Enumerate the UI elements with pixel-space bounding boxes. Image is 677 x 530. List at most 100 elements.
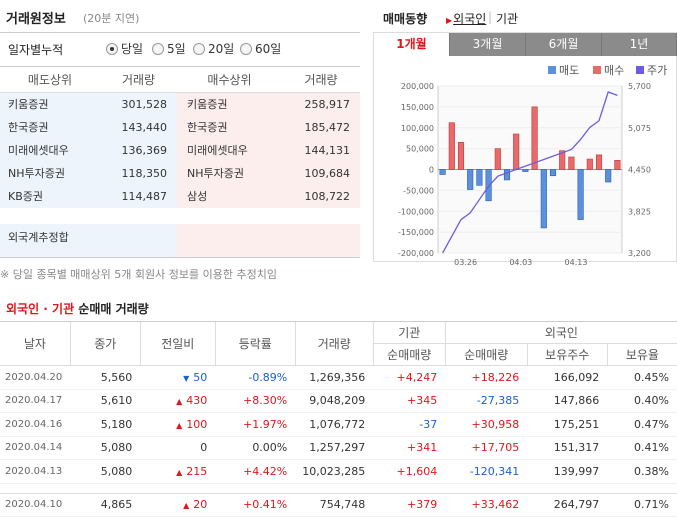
buy-broker-name[interactable]: 키움증권 xyxy=(177,92,282,116)
buy-broker-name[interactable]: 삼성 xyxy=(177,184,282,208)
radio-today[interactable]: 당일 xyxy=(106,40,143,57)
radio-20day[interactable]: 20일 xyxy=(193,40,234,57)
legend-label: 매도 xyxy=(559,64,580,77)
row-volume: 1,257,297 xyxy=(295,436,374,460)
row-foreign-hold: 175,251 xyxy=(527,412,608,437)
sell-broker-volume: 301,528 xyxy=(100,92,177,116)
table-row: 2020.04.20 5,560 ▼ 50 -0.89% 1,269,356 +4,247 +… xyxy=(0,365,677,390)
row-close: 5,610 xyxy=(70,389,141,413)
row-change-value: 430 xyxy=(186,394,208,408)
legend-label: 매수 xyxy=(604,64,625,77)
buy-broker-volume: 109,684 xyxy=(282,161,360,185)
tab-foreign[interactable]: ▶외국인 xyxy=(446,10,486,27)
row-inst-net: +379 xyxy=(373,493,446,517)
row-inst-net: +341 xyxy=(373,436,446,460)
buy-bar xyxy=(586,158,593,170)
row-volume: 754,748 xyxy=(295,493,374,517)
row-foreign-ratio: 0.71% xyxy=(607,493,677,517)
up-arrow-icon: ▲ xyxy=(176,420,183,430)
row-foreign-net: +17,705 xyxy=(445,436,528,460)
price-line xyxy=(442,91,618,254)
row-close: 5,080 xyxy=(70,459,141,484)
radio-dot xyxy=(152,42,164,55)
row-inst-net: +4,247 xyxy=(373,365,446,390)
tab-institution[interactable]: 기관 xyxy=(496,12,519,26)
period-tab-6m[interactable]: 6개월 xyxy=(526,33,602,56)
row-foreign-net: -120,341 xyxy=(445,459,528,484)
row-change-value: 20 xyxy=(193,498,208,512)
sell-bar xyxy=(485,169,492,202)
header-inst-net: 순매매량 xyxy=(372,343,446,366)
y-tick-left: 0 xyxy=(429,166,434,175)
sell-bar xyxy=(439,169,446,175)
buy-bar xyxy=(457,142,465,170)
row-date: 2020.04.13 xyxy=(0,459,71,484)
y-tick-left: 150,000 xyxy=(401,103,434,112)
header-foreign: 외국인 xyxy=(444,321,677,344)
period-tab-1m[interactable]: 1개월 xyxy=(374,33,450,56)
sell-broker-volume: 136,369 xyxy=(100,138,177,162)
buy-broker-name[interactable]: 한국증권 xyxy=(177,115,282,139)
sell-broker-name[interactable]: 미래에셋대우 xyxy=(0,138,100,162)
sell-bar xyxy=(540,169,547,229)
sell-broker-name[interactable]: NH투자증권 xyxy=(0,161,100,185)
sell-broker-name[interactable]: KB증권 xyxy=(0,184,100,208)
row-change-value: 100 xyxy=(186,417,208,431)
y-tick-right: 4,450 xyxy=(628,166,651,175)
sell-bar xyxy=(549,169,557,177)
header-buy-top: 매수상위 xyxy=(177,66,282,93)
row-volume: 10,023,285 xyxy=(295,459,374,484)
row-change: ▲ 100 xyxy=(140,412,216,437)
foreign-estimate-value xyxy=(177,224,360,257)
header-date: 날자 xyxy=(0,321,71,366)
sell-broker-name[interactable]: 한국증권 xyxy=(0,115,100,139)
y-tick-left: -50,000 xyxy=(403,186,434,195)
y-tick-left: 200,000 xyxy=(401,82,434,91)
trend-chart: 200,000 150,000 100,000 50,000 0 -50,000 -100,… xyxy=(398,82,651,265)
net-title-rest: 순매매 거래량 xyxy=(74,302,149,316)
legend-swatch xyxy=(593,66,601,74)
row-foreign-ratio: 0.41% xyxy=(607,436,677,460)
tab-separator: | xyxy=(488,10,493,24)
row-volume: 9,048,209 xyxy=(295,389,374,413)
sell-bar xyxy=(605,169,612,183)
buy-broker-volume: 108,722 xyxy=(282,184,360,208)
sell-broker-volume: 118,350 xyxy=(100,161,177,185)
x-tick: 04.03 xyxy=(509,258,532,265)
buy-bar xyxy=(448,122,455,170)
broker-row: 한국증권 143,440 한국증권 185,472 xyxy=(0,115,360,139)
row-change-value: 215 xyxy=(186,464,208,478)
buy-broker-volume: 258,917 xyxy=(282,92,360,116)
legend-buy: 매수 xyxy=(593,62,624,78)
row-foreign-ratio: 0.45% xyxy=(607,365,677,390)
buy-broker-name[interactable]: 미래에셋대우 xyxy=(177,138,282,162)
y-tick-left: -200,000 xyxy=(398,249,434,258)
radio-60day[interactable]: 60일 xyxy=(240,40,281,57)
table-row: 2020.04.13 5,080 ▲ 215 +4.42% 10,023,285 +1,60… xyxy=(0,459,677,484)
row-foreign-hold: 139,997 xyxy=(527,459,608,484)
row-rate: +1.97% xyxy=(215,412,296,437)
row-rate: +8.30% xyxy=(215,389,296,413)
tab-foreign-label: 외국인 xyxy=(453,12,487,26)
buy-broker-name[interactable]: NH투자증권 xyxy=(177,161,282,185)
row-change: ▲ 20 xyxy=(140,493,216,517)
y-tick-right: 5,700 xyxy=(628,82,651,91)
header-buy-volume: 거래량 xyxy=(282,66,360,93)
sell-broker-name[interactable]: 키움증권 xyxy=(0,92,100,116)
row-foreign-net: +30,958 xyxy=(445,412,528,437)
y-tick-right: 5,075 xyxy=(628,124,651,133)
period-tab-3m[interactable]: 3개월 xyxy=(450,33,526,56)
radio-5day[interactable]: 5일 xyxy=(152,40,186,57)
divider xyxy=(0,32,360,33)
radio-label: 5일 xyxy=(167,42,186,56)
row-close: 4,865 xyxy=(70,493,141,517)
legend-swatch xyxy=(636,66,644,74)
period-tab-1y[interactable]: 1년 xyxy=(602,33,677,56)
row-date: 2020.04.10 xyxy=(0,493,71,517)
row-foreign-net: +18,226 xyxy=(445,365,528,390)
row-foreign-hold: 147,866 xyxy=(527,389,608,413)
up-arrow-icon: ▲ xyxy=(176,397,183,407)
row-change: 0 xyxy=(140,436,216,460)
row-foreign-net: -27,385 xyxy=(445,389,528,413)
row-foreign-hold: 264,797 xyxy=(527,493,608,517)
